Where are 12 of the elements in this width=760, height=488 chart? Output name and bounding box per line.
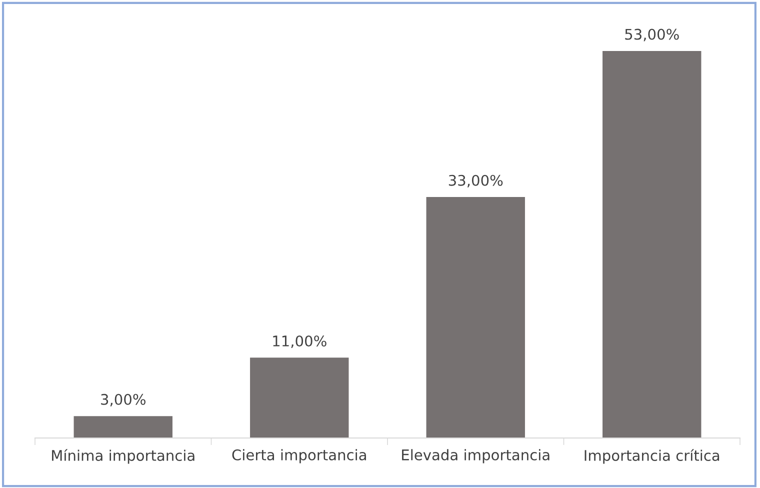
bar: [74, 416, 172, 438]
bar: [250, 358, 349, 438]
data-label: 11,00%: [273, 335, 326, 348]
x-tick-label: Importancia crítica: [584, 449, 720, 464]
data-label: 53,00%: [625, 28, 679, 42]
data-label: 3,00%: [101, 394, 146, 406]
x-tick-label: Cierta importancia: [232, 449, 366, 464]
x-tick-label: Mínima importancia: [52, 449, 194, 464]
data-label: 33,00%: [448, 174, 503, 188]
bar: [426, 197, 525, 438]
bar: [602, 50, 702, 438]
x-tick-label: Elevada importancia: [402, 449, 550, 464]
